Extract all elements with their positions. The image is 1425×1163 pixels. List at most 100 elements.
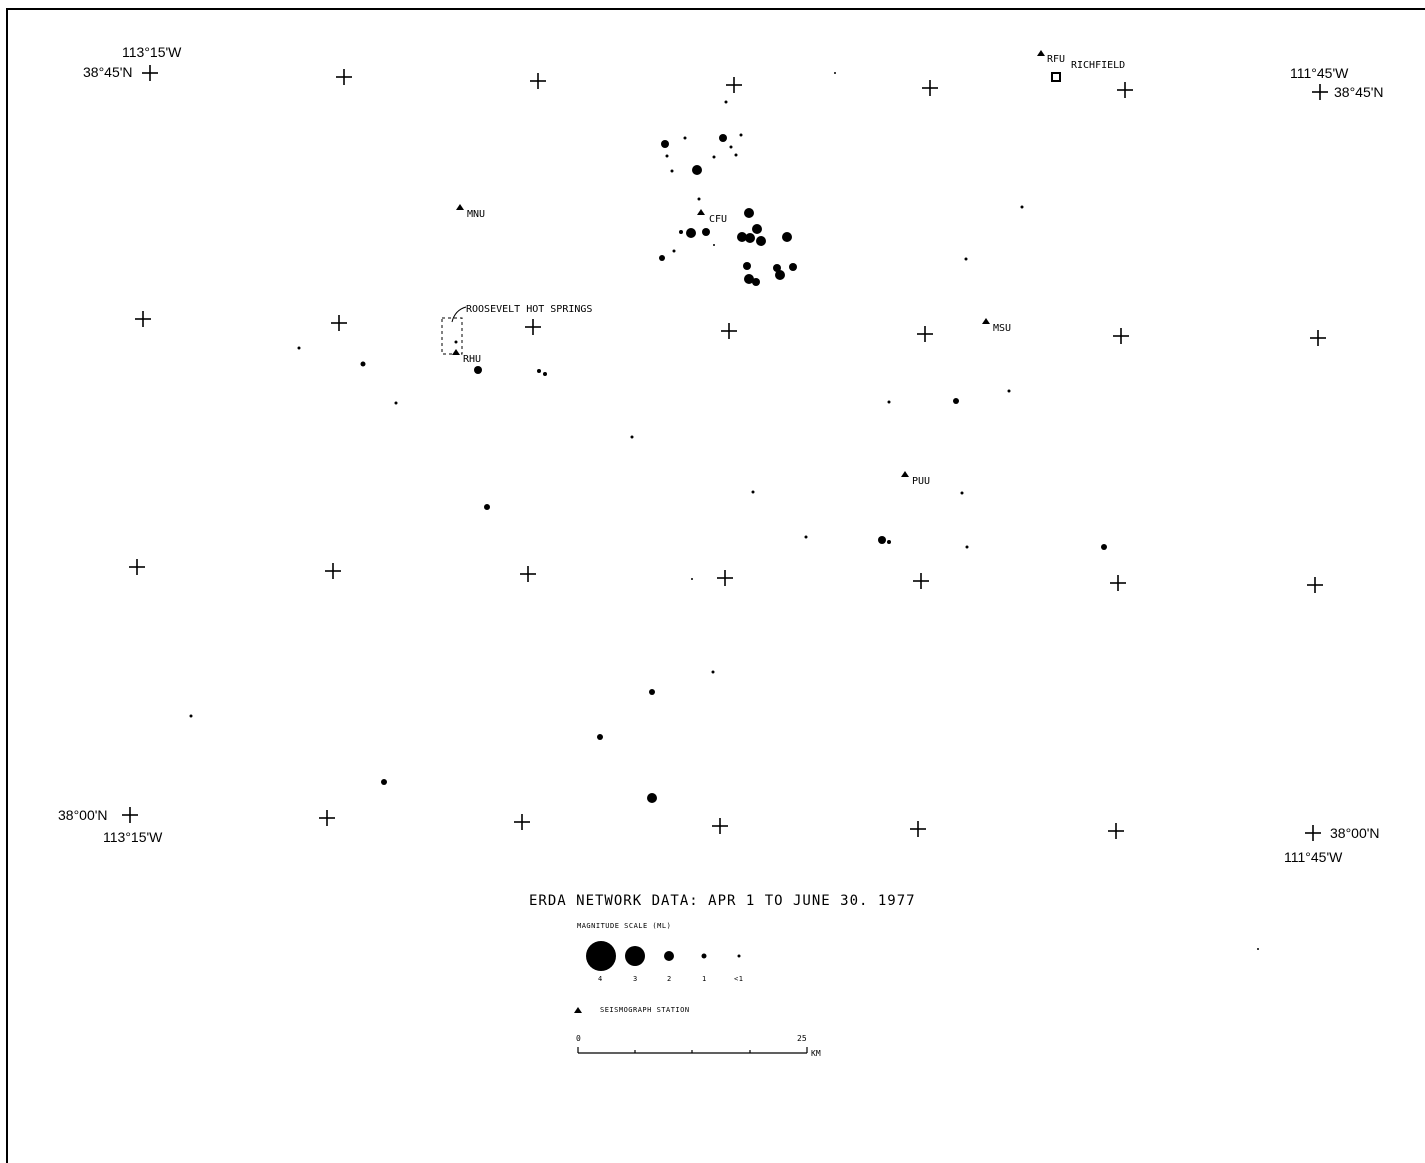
epicenter-dot xyxy=(630,435,634,439)
station-triangle-icon xyxy=(982,318,990,324)
scale-bar xyxy=(577,1047,808,1054)
epicenter-dot xyxy=(691,578,693,580)
station-triangle-icon xyxy=(901,471,909,477)
station-label: CFU xyxy=(709,214,727,225)
graticule-cross xyxy=(129,559,145,575)
epicenter-dot xyxy=(887,400,891,404)
epicenter-dot xyxy=(752,278,760,286)
graticule-cross xyxy=(520,566,536,582)
epicenter-dot xyxy=(189,714,193,718)
epicenter-dot xyxy=(647,793,657,803)
leader-line xyxy=(451,306,467,323)
epicenter-dot xyxy=(960,491,964,495)
graticule-cross xyxy=(922,80,938,96)
magnitude-label: <1 xyxy=(734,975,743,983)
station-label: RFU xyxy=(1047,54,1065,65)
epicenter-dot xyxy=(719,134,727,142)
magnitude-lt1-symbol xyxy=(737,954,741,958)
scale-unit-label: KM xyxy=(811,1049,821,1058)
epicenter-dot xyxy=(751,490,755,494)
magnitude-label: 2 xyxy=(667,975,672,983)
se-latitude-label: 38°00'N xyxy=(1330,825,1380,841)
graticule-cross xyxy=(336,69,352,85)
geothermal-area-outline xyxy=(441,317,463,355)
station-triangle-icon xyxy=(697,209,705,215)
sw-latitude-label: 38°00'N xyxy=(58,807,108,823)
magnitude-1-symbol xyxy=(701,953,707,959)
station-label: MSU xyxy=(993,323,1011,334)
graticule-cross xyxy=(325,563,341,579)
magnitude-2-symbol xyxy=(664,951,674,961)
scale-start-label: 0 xyxy=(576,1034,581,1043)
epicenter-dot xyxy=(670,169,674,173)
graticule-cross xyxy=(530,73,546,89)
epicenter-dot xyxy=(729,145,733,149)
epicenter-dot xyxy=(712,155,716,159)
epicenter-dot xyxy=(484,504,490,510)
epicenter-dot xyxy=(692,165,702,175)
epicenter-dot xyxy=(745,233,755,243)
magnitude-label: 1 xyxy=(702,975,707,983)
epicenter-dot xyxy=(789,263,797,271)
graticule-cross xyxy=(1108,823,1124,839)
epicenter-dot xyxy=(683,136,687,140)
sw-longitude-label: 113°15'W xyxy=(103,829,163,845)
station-puu: PUU xyxy=(901,471,930,487)
nw-latitude-label: 38°45'N xyxy=(83,64,133,80)
graticule-cross xyxy=(525,319,541,335)
graticule-cross xyxy=(712,818,728,834)
graticule-cross xyxy=(142,65,158,81)
epicenter-dot xyxy=(743,262,751,270)
station-triangle-icon xyxy=(1037,50,1045,56)
epicenter-dot xyxy=(649,689,655,695)
graticule-cross xyxy=(913,573,929,589)
epicenter-dot xyxy=(713,244,715,246)
epicenter-dot xyxy=(775,270,785,280)
epicenter-dot xyxy=(773,264,781,272)
graticule-cross xyxy=(122,807,138,823)
roosevelt-hot-springs: ROOSEVELT HOT SPRINGS xyxy=(441,304,592,355)
epicenter-dot xyxy=(702,228,710,236)
map-title: ERDA NETWORK DATA: APR 1 TO JUNE 30. 197… xyxy=(529,893,916,909)
station-label: MNU xyxy=(467,209,485,220)
epicenter-dot xyxy=(711,670,715,674)
epicenter-dot xyxy=(297,346,301,350)
magnitude-scale-title: MAGNITUDE SCALE (ML) xyxy=(577,922,671,930)
epicenter-dot xyxy=(665,154,669,158)
richfield-label: RICHFIELD xyxy=(1071,60,1125,71)
epicenter-dot xyxy=(724,100,728,104)
seismograph-station-label: SEISMOGRAPH STATION xyxy=(600,1006,690,1014)
roosevelt-label: ROOSEVELT HOT SPRINGS xyxy=(466,304,592,315)
epicenter-dot xyxy=(1101,544,1107,550)
epicenter-dot xyxy=(752,224,762,234)
graticule-cross xyxy=(1312,84,1328,100)
magnitude-4-symbol xyxy=(586,941,616,971)
epicenter-dot xyxy=(454,340,458,344)
graticule-cross xyxy=(1307,577,1323,593)
graticule-cross xyxy=(1117,82,1133,98)
epicenter-dot xyxy=(543,372,547,376)
station-mnu: MNU xyxy=(456,204,485,220)
epicenter-dot xyxy=(744,274,754,284)
station-triangle-icon xyxy=(456,204,464,210)
graticule-cross xyxy=(721,323,737,339)
epicenter-dot xyxy=(686,228,696,238)
epicenter-dot xyxy=(1020,205,1024,209)
epicenter-dot xyxy=(804,535,808,539)
graticule-cross xyxy=(1110,575,1126,591)
epicenter-dot xyxy=(878,536,886,544)
richfield-town: RICHFIELD xyxy=(1051,60,1125,82)
epicenter-dot xyxy=(734,153,738,157)
epicenter-dot xyxy=(537,369,541,373)
graticule-cross xyxy=(717,570,733,586)
epicenter-dot xyxy=(756,236,766,246)
epicenter-dot xyxy=(360,361,366,367)
epicenter-dot xyxy=(381,779,387,785)
ne-longitude-label: 111°45'W xyxy=(1290,65,1349,81)
scale-end-label: 25 xyxy=(797,1034,807,1043)
epicenter-dot xyxy=(597,734,603,740)
epicenter-dot xyxy=(744,208,754,218)
graticule-cross xyxy=(726,77,742,93)
epicenters xyxy=(189,72,1259,950)
